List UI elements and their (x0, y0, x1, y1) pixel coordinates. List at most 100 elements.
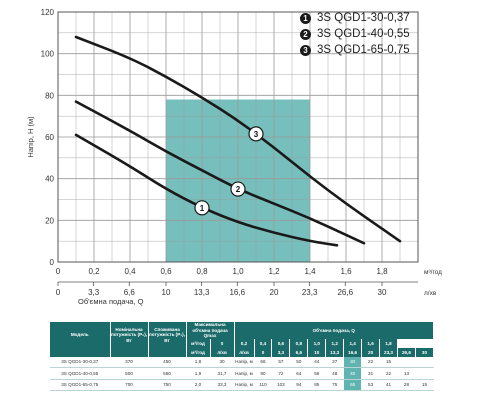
table-cell: 90 (254, 367, 273, 380)
table-cell: 22 (361, 356, 381, 368)
x2-tick-label: 3,3 (88, 288, 100, 297)
x-tick-label: 1,8 (376, 267, 388, 276)
table-cell: 56 (307, 367, 327, 380)
legend-label: 3S QGD1-30-0,37 (317, 12, 410, 24)
table-cell: 65 (343, 379, 363, 391)
header-nominal-power: Номінальна потужність (P₂), Вт (110, 322, 149, 348)
flow-m3h-header: 1,0 (307, 338, 327, 348)
table-cell: 48 (325, 367, 345, 380)
series-marker-label: 2 (236, 185, 241, 194)
y-tick-label: 20 (45, 216, 54, 225)
flow-lmin-header: 10 (307, 347, 327, 357)
y-tick-label: 0 (50, 258, 55, 267)
header-max-unit: л/хв (210, 347, 235, 357)
table-cell: 1,8 (186, 356, 211, 368)
table-cell: 31,7 (210, 367, 235, 380)
table-cell: 3S QGD1-40-0,55 (50, 367, 111, 380)
y-tick-label: 100 (41, 50, 55, 59)
x2-tick-label: 26,6 (337, 288, 353, 297)
x2-tick-label: 10 (162, 288, 171, 297)
y-axis-label: Напір, Н (м) (26, 116, 35, 158)
table-cell: 2,0 (186, 379, 211, 391)
table-cell: 37 (325, 356, 345, 368)
flow-m3h-header: 1,8 (379, 338, 398, 348)
x2-tick-label: 16,6 (229, 288, 245, 297)
legend-label: 3S QGD1-65-0,75 (317, 44, 410, 56)
table-cell: Напір, м (234, 356, 255, 368)
table-cell: Напір, м (234, 367, 255, 380)
table-cell: 75 (325, 379, 345, 391)
header-model: Модель (50, 322, 111, 348)
table-cell: 28 (397, 379, 416, 391)
chart-legend: 1 3S QGD1-30-0,37 2 3S QGD1-40-0,55 3 3S… (300, 10, 410, 58)
x-tick-label: 1,4 (304, 267, 316, 276)
series-line (74, 35, 402, 243)
flow-lmin-header: 23,3 (379, 347, 398, 357)
table-cell: 94 (289, 379, 309, 391)
table-cell: 64 (289, 367, 309, 380)
table-cell: 750 (148, 379, 187, 391)
table-cell: 72 (271, 367, 291, 380)
table-cell: 500 (110, 367, 149, 380)
y-tick-label: 60 (45, 133, 54, 142)
table-cell: 30 (343, 356, 363, 368)
header-consumed-power: Споживана потужність (P₁), Вт (148, 322, 187, 348)
table-cell: 3S QGD1-30-0,37 (50, 356, 111, 368)
table-cell: 370 (110, 356, 149, 368)
table-cell: 40 (343, 367, 363, 380)
legend-marker: 2 (300, 28, 311, 40)
x-tick-label: 0,8 (196, 267, 208, 276)
x-tick-label: 0,6 (160, 267, 172, 276)
flow-m3h-header: 0,2 (234, 338, 255, 348)
table-cell: 44 (307, 356, 327, 368)
table-cell: 13 (397, 367, 416, 380)
table-cell: 22 (379, 367, 398, 380)
data-table: Модель Номінальна потужність (P₂), Вт Сп… (50, 322, 435, 391)
table-cell: 57 (271, 356, 291, 368)
table-cell (397, 356, 416, 368)
series-line (74, 100, 366, 245)
x-axis-unit: м³/год (424, 269, 442, 276)
table-cell: 450 (148, 356, 187, 368)
table-cell: Напір, м (234, 379, 255, 391)
table-row: 3S QGD1-40-0,55 500 550 1,9 31,7 Напір, м 90 72… (50, 367, 435, 380)
series-marker (194, 200, 210, 216)
performance-table: Модель Номінальна потужність (P₂), Вт Сп… (50, 322, 435, 391)
x-tick-label: 0 (56, 267, 61, 276)
flow-lmin-header: 6,6 (289, 347, 309, 357)
table-cell: 550 (148, 367, 187, 380)
x2-tick-label: 20 (270, 288, 279, 297)
header-flow: Об'ємна подача, Q (234, 322, 434, 339)
header-unit-cell (50, 347, 111, 357)
flow-m3h-header: 0,8 (289, 338, 309, 348)
x-tick-label: 1,0 (232, 267, 244, 276)
x-tick-label: 0,2 (88, 267, 100, 276)
header-max-flow: Максимальна об'ємна подача Qmax (186, 322, 235, 339)
flow-m3h-header: 0,4 (254, 338, 273, 348)
flow-lmin-header: 26,6 (397, 347, 416, 357)
table-row: 3S QGD1-65-0,75 700 750 2,0 33,3 Напір, м 110 1… (50, 379, 435, 391)
header-max-unit: м³/год (186, 347, 211, 357)
series-marker (248, 126, 264, 142)
table-cell: 50 (289, 356, 309, 368)
header-unit-cell (148, 347, 187, 357)
x2-tick-label: 0 (56, 288, 61, 297)
series-marker-label: 1 (200, 204, 205, 213)
legend-item: 3 3S QGD1-65-0,75 (300, 42, 410, 58)
table-cell: 15 (415, 379, 435, 391)
table-cell: 15 (379, 356, 398, 368)
x-tick-label: 1,6 (340, 267, 352, 276)
table-cell: 33,3 (210, 379, 235, 391)
flow-lmin-header: 3,3 (271, 347, 291, 357)
x2-tick-label: 30 (378, 288, 387, 297)
flow-lmin-header: 13,3 (325, 347, 345, 357)
flow-lmin-header: 30 (415, 347, 435, 357)
x2-tick-label: 23,3 (302, 288, 318, 297)
header-unit: м³/год (186, 338, 211, 348)
header-unit-cell (110, 347, 149, 357)
table-cell: 53 (361, 379, 381, 391)
x2-tick-label: 6,6 (124, 288, 136, 297)
table-cell: 30 (210, 356, 235, 368)
table-cell: 1,9 (186, 367, 211, 380)
